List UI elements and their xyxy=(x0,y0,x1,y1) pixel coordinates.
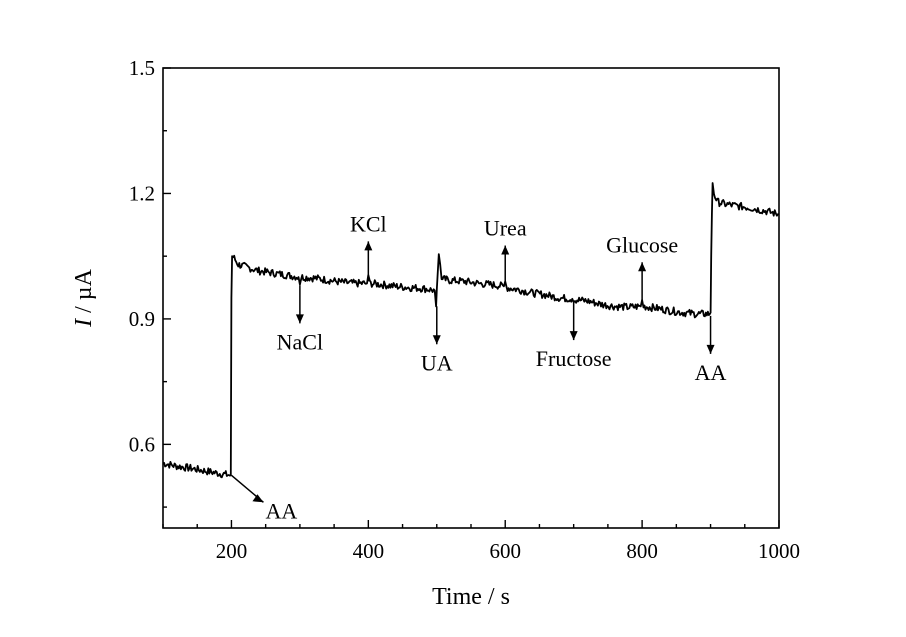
x-axis-title: Time / s xyxy=(432,584,510,610)
annotation-glucose: Glucose xyxy=(606,232,678,303)
annotation-arrowhead xyxy=(364,241,373,251)
y-axis-ticks: 0.6 0.9 1.2 1.5 xyxy=(129,56,171,508)
current-series-line xyxy=(162,182,780,479)
annotation-label: Fructose xyxy=(536,346,612,371)
annotation-aa: AA xyxy=(230,474,297,523)
annotation-ua: UA xyxy=(421,306,453,375)
y-tick-label: 1.5 xyxy=(129,56,155,80)
x-axis-ticks: 200 400 600 800 1000 xyxy=(162,520,800,563)
annotation-label: AA xyxy=(695,360,727,385)
annotation-arrowhead xyxy=(295,314,304,324)
annotation-arrowhead xyxy=(501,245,510,255)
annotation-arrowhead xyxy=(569,331,578,341)
annotation-arrowhead xyxy=(706,344,715,354)
y-axis-title-symbol: I xyxy=(71,318,97,328)
annotation-kcl: KCl xyxy=(350,211,387,282)
annotation-arrowhead xyxy=(252,494,264,503)
annotation-label: KCl xyxy=(350,211,387,236)
y-tick-label: 1.2 xyxy=(129,181,155,205)
x-tick-label: 600 xyxy=(489,539,521,563)
annotation-urea: Urea xyxy=(484,216,527,286)
annotation-label: UA xyxy=(421,350,453,375)
y-axis-title-unit: / µA xyxy=(71,268,97,318)
annotation-label: NaCl xyxy=(277,329,323,354)
annotation-aa: AA xyxy=(695,315,727,385)
annotation-arrowhead xyxy=(638,262,647,272)
annotation-label: Urea xyxy=(484,216,527,241)
annotation-nacl: NaCl xyxy=(277,285,323,354)
x-tick-label: 1000 xyxy=(758,539,800,563)
annotation-fructose: Fructose xyxy=(536,302,612,371)
annotation-label: Glucose xyxy=(606,232,678,257)
y-tick-label: 0.9 xyxy=(129,307,155,331)
x-tick-label: 200 xyxy=(216,539,248,563)
annotation-label: AA xyxy=(265,498,297,523)
plot-frame xyxy=(162,67,780,529)
x-tick-label: 400 xyxy=(353,539,385,563)
x-tick-label: 800 xyxy=(626,539,658,563)
annotation-arrowhead xyxy=(432,335,441,345)
y-tick-label: 0.6 xyxy=(129,432,155,456)
y-axis-title: I / µA xyxy=(71,268,97,327)
annotation-layer: AA NaCl KCl UA Urea Fructose Glucose AA xyxy=(230,211,727,523)
